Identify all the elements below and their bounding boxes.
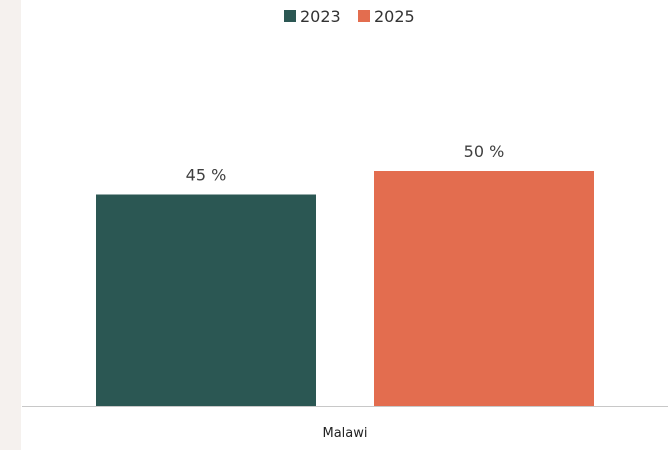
bar-2025-malawi [374, 171, 594, 406]
legend-label-2025: 2025 [374, 7, 415, 26]
legend-label-2023: 2023 [300, 7, 341, 26]
data-label-2025: 50 % [464, 142, 505, 161]
bar-2023-malawi [96, 194, 316, 406]
sidebar-strip [0, 0, 21, 450]
legend-swatch-2025 [358, 10, 370, 22]
x-tick-label-malawi: Malawi [322, 426, 367, 441]
legend-swatch-2023 [284, 10, 296, 22]
data-label-2023: 45 % [186, 166, 227, 185]
